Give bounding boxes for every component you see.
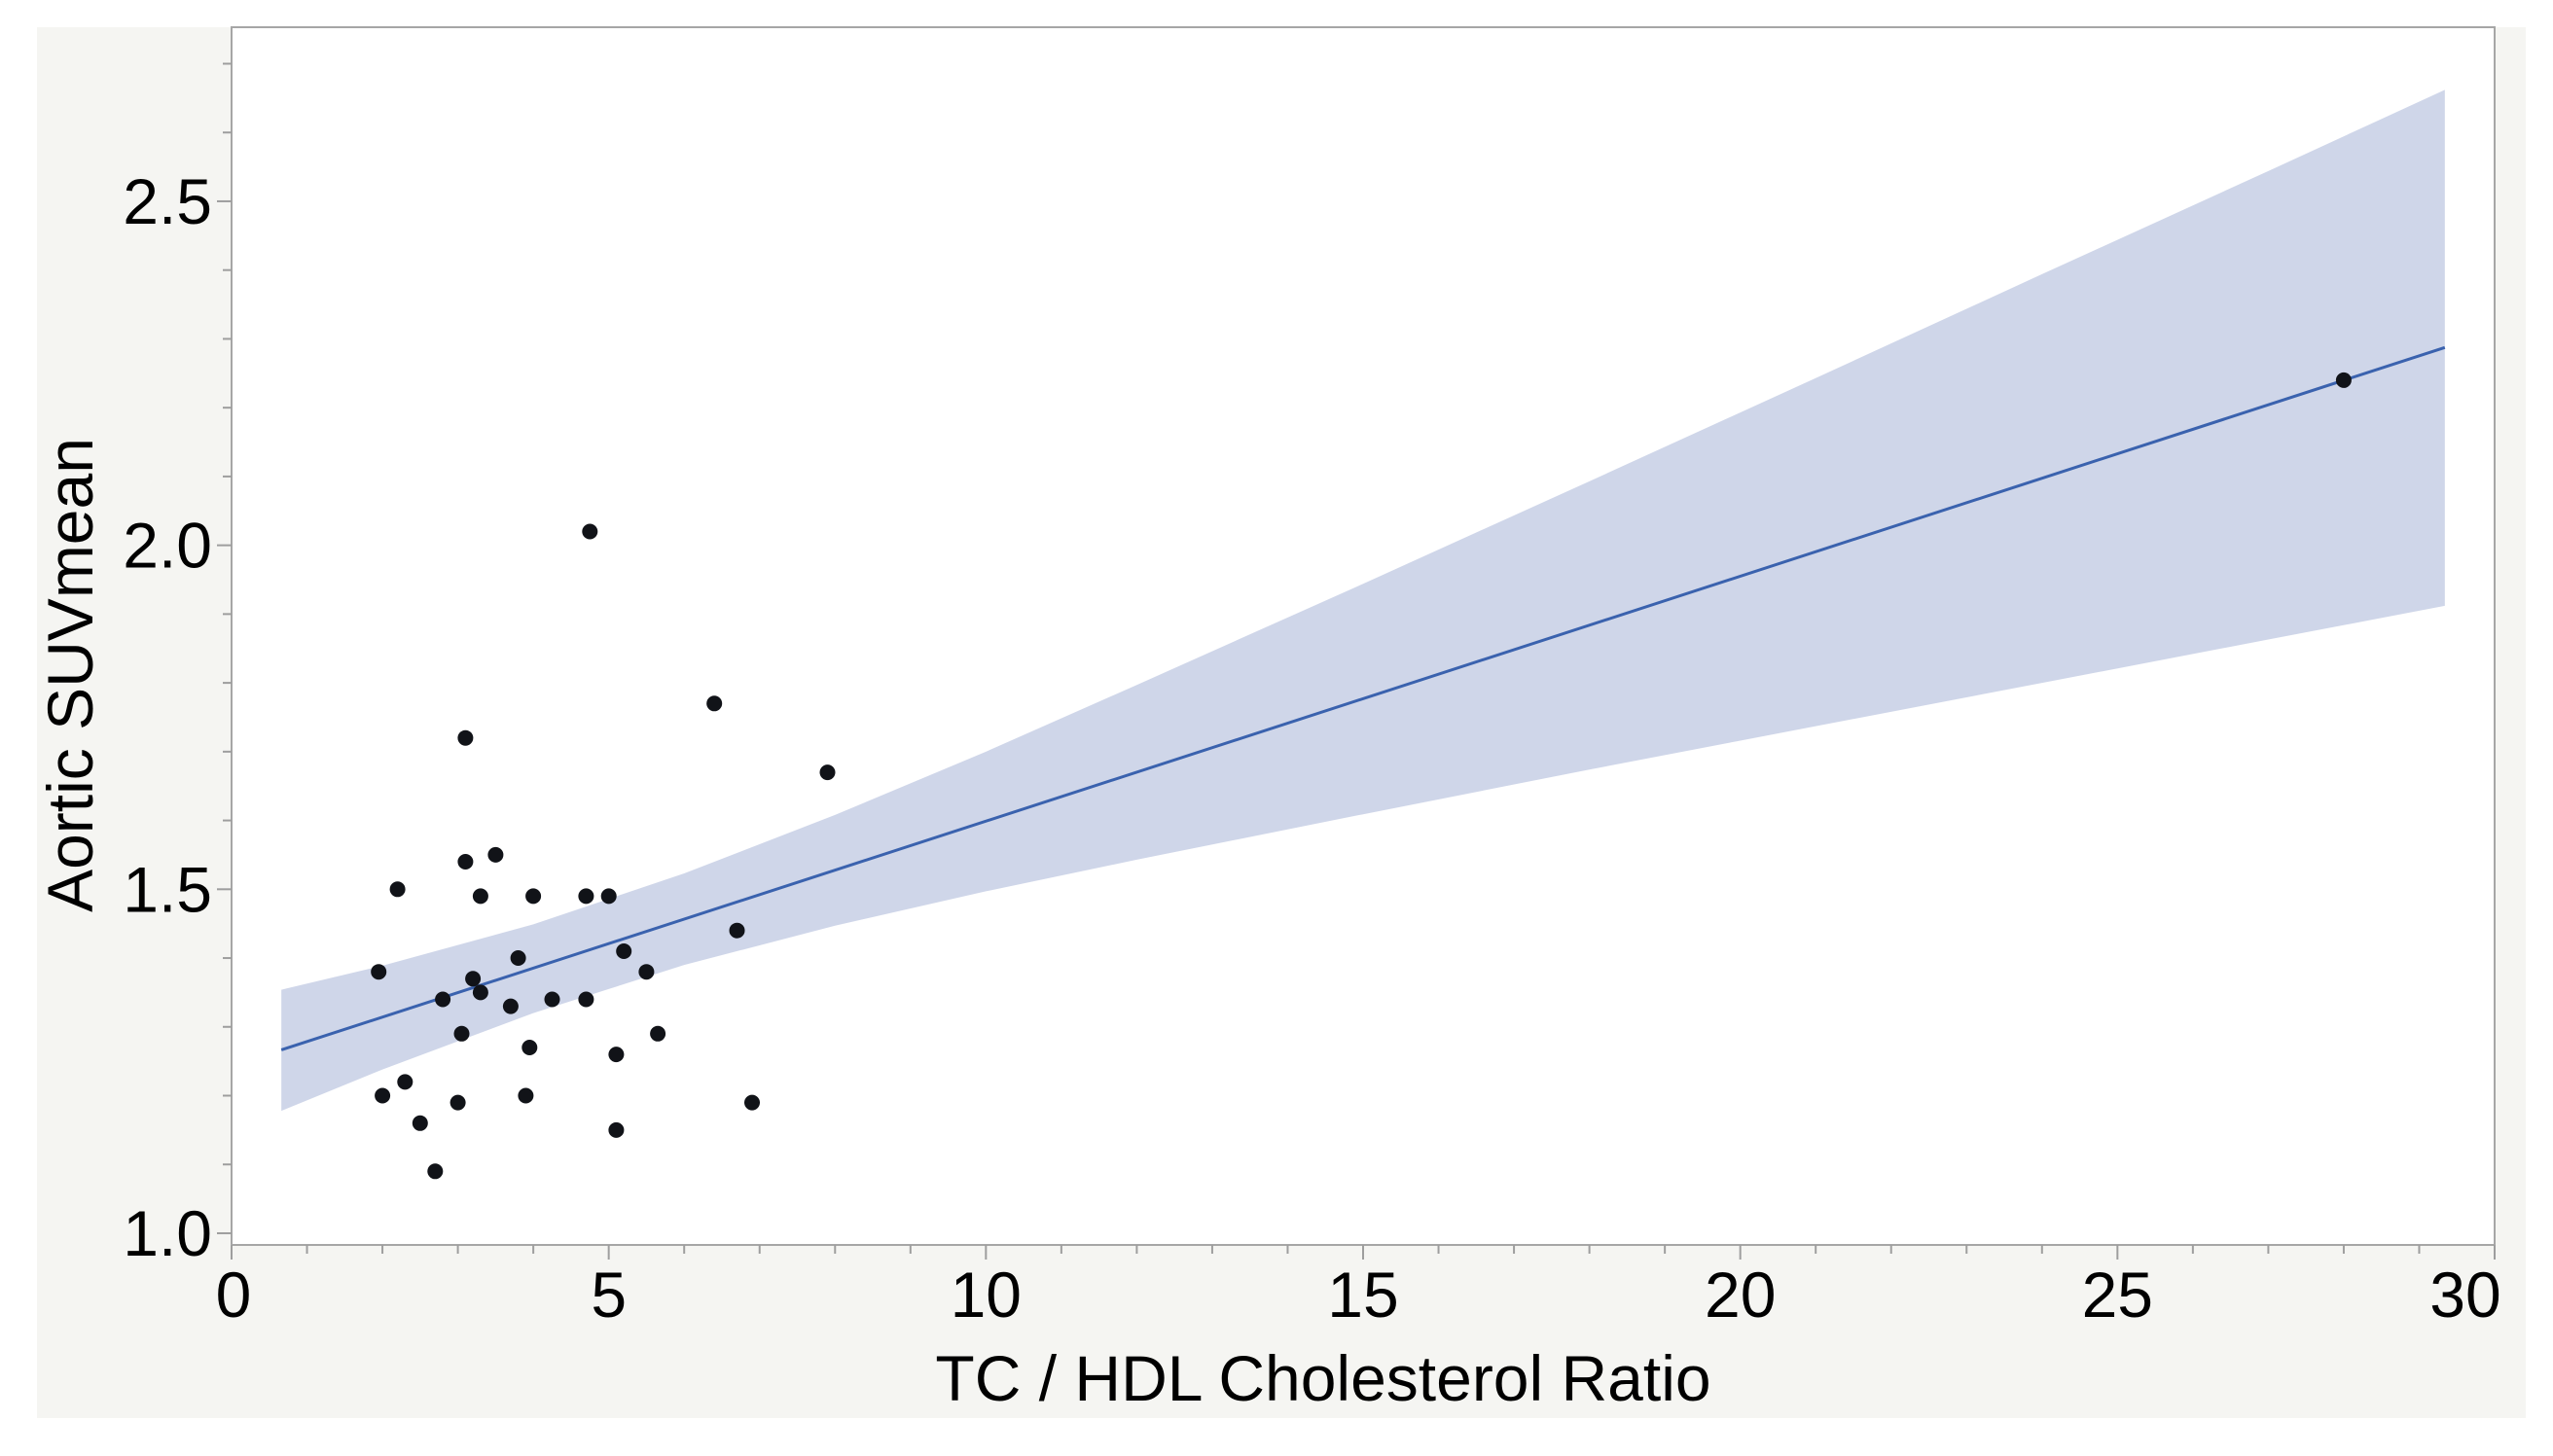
data-point [729,922,745,939]
data-point [608,1121,625,1138]
data-point [638,964,655,980]
y-axis-ticks [217,62,232,1234]
data-point [521,1040,538,1055]
data-point [525,888,542,905]
data-point [744,1094,760,1111]
x-tick-label: 20 [1705,1259,1776,1331]
data-point [472,984,488,1001]
data-point [544,991,560,1008]
data-point [427,1163,444,1180]
data-point [502,998,519,1014]
regression-line [280,345,2446,1051]
data-point [412,1115,428,1131]
y-axis-title: Aortic SUVmean [34,438,106,912]
x-axis-ticks [231,1245,2496,1260]
data-point [371,964,387,980]
x-axis-tick-labels: 0 5 10 15 20 25 30 [216,1259,2501,1331]
y-tick-label: 1.5 [123,853,212,925]
data-point [397,1074,414,1090]
data-point [578,888,594,905]
x-tick-label: 0 [216,1259,252,1331]
confidence-band [281,89,2445,1112]
data-point [518,1087,534,1104]
data-point [578,991,594,1008]
data-point [457,729,474,746]
y-tick-label: 2.5 [123,165,212,237]
data-point [600,888,617,905]
data-point [706,695,723,712]
x-tick-label: 30 [2429,1259,2500,1331]
data-point [375,1087,391,1104]
data-point [457,854,474,870]
data-point [2335,372,2352,388]
data-point [435,991,451,1008]
x-axis-title: TC / HDL Cholesterol Ratio [935,1342,1710,1414]
y-tick-label: 1.0 [123,1197,212,1269]
data-point [650,1025,666,1042]
data-point [582,523,598,540]
data-point [616,943,632,959]
data-point [453,1025,470,1042]
x-tick-label: 15 [1327,1259,1398,1331]
scatter-points-group [371,372,2352,1180]
data-point [389,881,406,898]
data-point [449,1094,466,1111]
data-point [819,764,836,781]
y-tick-label: 2.0 [123,510,212,582]
data-point [608,1047,625,1063]
data-point [487,846,504,863]
data-point [510,950,526,966]
data-point [465,971,482,987]
y-axis-tick-labels: 1.0 1.5 2.0 2.5 [123,165,212,1269]
x-tick-label: 25 [2082,1259,2153,1331]
data-point [472,888,488,905]
x-tick-label: 5 [591,1259,627,1331]
x-tick-label: 10 [951,1259,1022,1331]
